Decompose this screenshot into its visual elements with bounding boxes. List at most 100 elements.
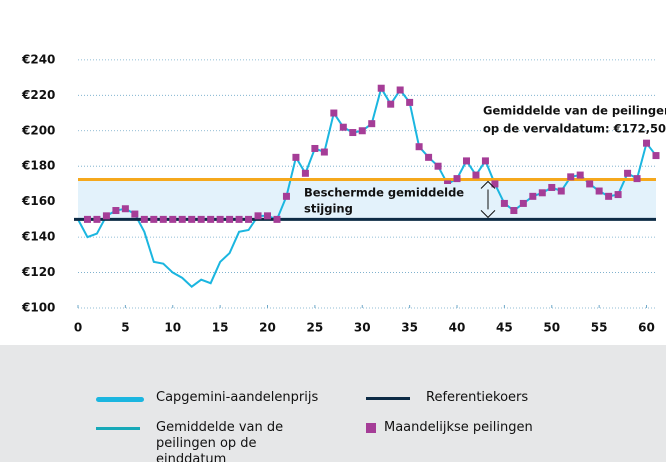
annotation-bg xyxy=(300,184,476,216)
observation xyxy=(207,215,215,223)
observation xyxy=(235,215,243,223)
observation xyxy=(264,212,272,220)
observation xyxy=(557,187,565,195)
x-tick-label: 50 xyxy=(543,321,560,335)
observation xyxy=(93,215,101,223)
y-tick-label: €240 xyxy=(21,52,55,66)
x-tick-label: 45 xyxy=(496,321,513,335)
observation xyxy=(150,215,158,223)
x-tick-label: 15 xyxy=(212,321,229,335)
legend-label: Capgemini-aandelenprijs xyxy=(156,390,319,405)
observation xyxy=(339,123,347,131)
annotation: op de vervaldatum: €172,50 xyxy=(483,122,666,136)
observation xyxy=(311,144,319,152)
x-tick-label: 30 xyxy=(354,321,371,335)
observation xyxy=(415,143,423,151)
observation xyxy=(425,153,433,161)
observation xyxy=(387,100,395,108)
x-tick-label: 0 xyxy=(74,321,82,335)
annotation: stijging xyxy=(304,202,353,216)
x-tick-label: 40 xyxy=(449,321,466,335)
observation xyxy=(472,171,480,179)
legend-item: Referentiekoers xyxy=(366,390,636,406)
observation xyxy=(538,189,546,197)
observation xyxy=(500,199,508,207)
observation xyxy=(245,215,253,223)
observation xyxy=(358,127,366,135)
legend-swatch xyxy=(96,397,144,402)
observation xyxy=(102,212,110,220)
observation xyxy=(444,180,452,188)
observation xyxy=(349,129,357,137)
observation xyxy=(131,210,139,218)
x-tick-label: 10 xyxy=(164,321,181,335)
observation xyxy=(576,171,584,179)
observation xyxy=(633,175,641,183)
observation xyxy=(282,192,290,200)
observation xyxy=(434,162,442,170)
y-tick-label: €140 xyxy=(21,230,55,244)
observation xyxy=(652,152,660,160)
observation xyxy=(226,215,234,223)
y-tick-label: €160 xyxy=(21,194,55,208)
y-tick-label: €180 xyxy=(21,159,55,173)
arrow-head xyxy=(480,180,496,189)
observation xyxy=(396,86,404,94)
observation xyxy=(301,169,309,177)
observation xyxy=(481,157,489,165)
observation xyxy=(510,207,518,215)
observation xyxy=(595,187,603,195)
observation xyxy=(614,191,622,199)
x-tick-label: 60 xyxy=(638,321,655,335)
legend: Capgemini-aandelenprijs Referentiekoers Ge… xyxy=(96,390,636,462)
observation xyxy=(159,215,167,223)
observation xyxy=(586,180,594,188)
x-tick-label: 35 xyxy=(401,321,418,335)
y-tick-label: €100 xyxy=(21,301,55,315)
x-tick-label: 20 xyxy=(259,321,276,335)
observation xyxy=(462,157,470,165)
x-tick-label: 5 xyxy=(121,321,129,335)
observation xyxy=(548,183,556,191)
observation xyxy=(567,173,575,181)
observation xyxy=(83,215,91,223)
observation xyxy=(453,175,461,183)
legend-item: Capgemini-aandelenprijs xyxy=(96,390,366,406)
observation xyxy=(216,215,224,223)
y-tick-label: €120 xyxy=(21,265,55,279)
annotation: Gemiddelde van de peilingen xyxy=(483,104,666,118)
x-tick-label: 55 xyxy=(591,321,608,335)
observation xyxy=(292,153,300,161)
observation xyxy=(320,148,328,156)
y-tick-label: €220 xyxy=(21,88,55,102)
legend-swatch xyxy=(366,397,410,400)
legend-label: Maandelijkse peilingen xyxy=(384,420,533,435)
observation xyxy=(377,84,385,92)
observation xyxy=(491,180,499,188)
observation xyxy=(273,215,281,223)
observation xyxy=(605,192,613,200)
observation xyxy=(368,120,376,128)
observation xyxy=(178,215,186,223)
observation xyxy=(406,98,414,106)
legend-item: Gemiddelde van de peilingen op de eindda… xyxy=(96,420,366,462)
observation xyxy=(254,212,262,220)
observation xyxy=(643,139,651,147)
arrow-head xyxy=(480,210,496,219)
legend-swatch xyxy=(96,427,140,430)
chart: €100 €120 €140 €160 €180 €200 €220 €240 0 5 10 15 20… xyxy=(0,0,666,345)
legend-swatch xyxy=(366,423,376,433)
observation xyxy=(330,109,338,117)
observation xyxy=(121,205,129,213)
x-tick-label: 25 xyxy=(307,321,324,335)
observation xyxy=(188,215,196,223)
chart-background xyxy=(0,0,666,345)
annotation: Beschermde gemiddelde xyxy=(304,186,464,200)
observation xyxy=(112,207,120,215)
observation xyxy=(140,215,148,223)
observation xyxy=(197,215,205,223)
observation xyxy=(519,199,527,207)
observation xyxy=(169,215,177,223)
legend-item: Maandelijkse peilingen xyxy=(366,420,636,462)
